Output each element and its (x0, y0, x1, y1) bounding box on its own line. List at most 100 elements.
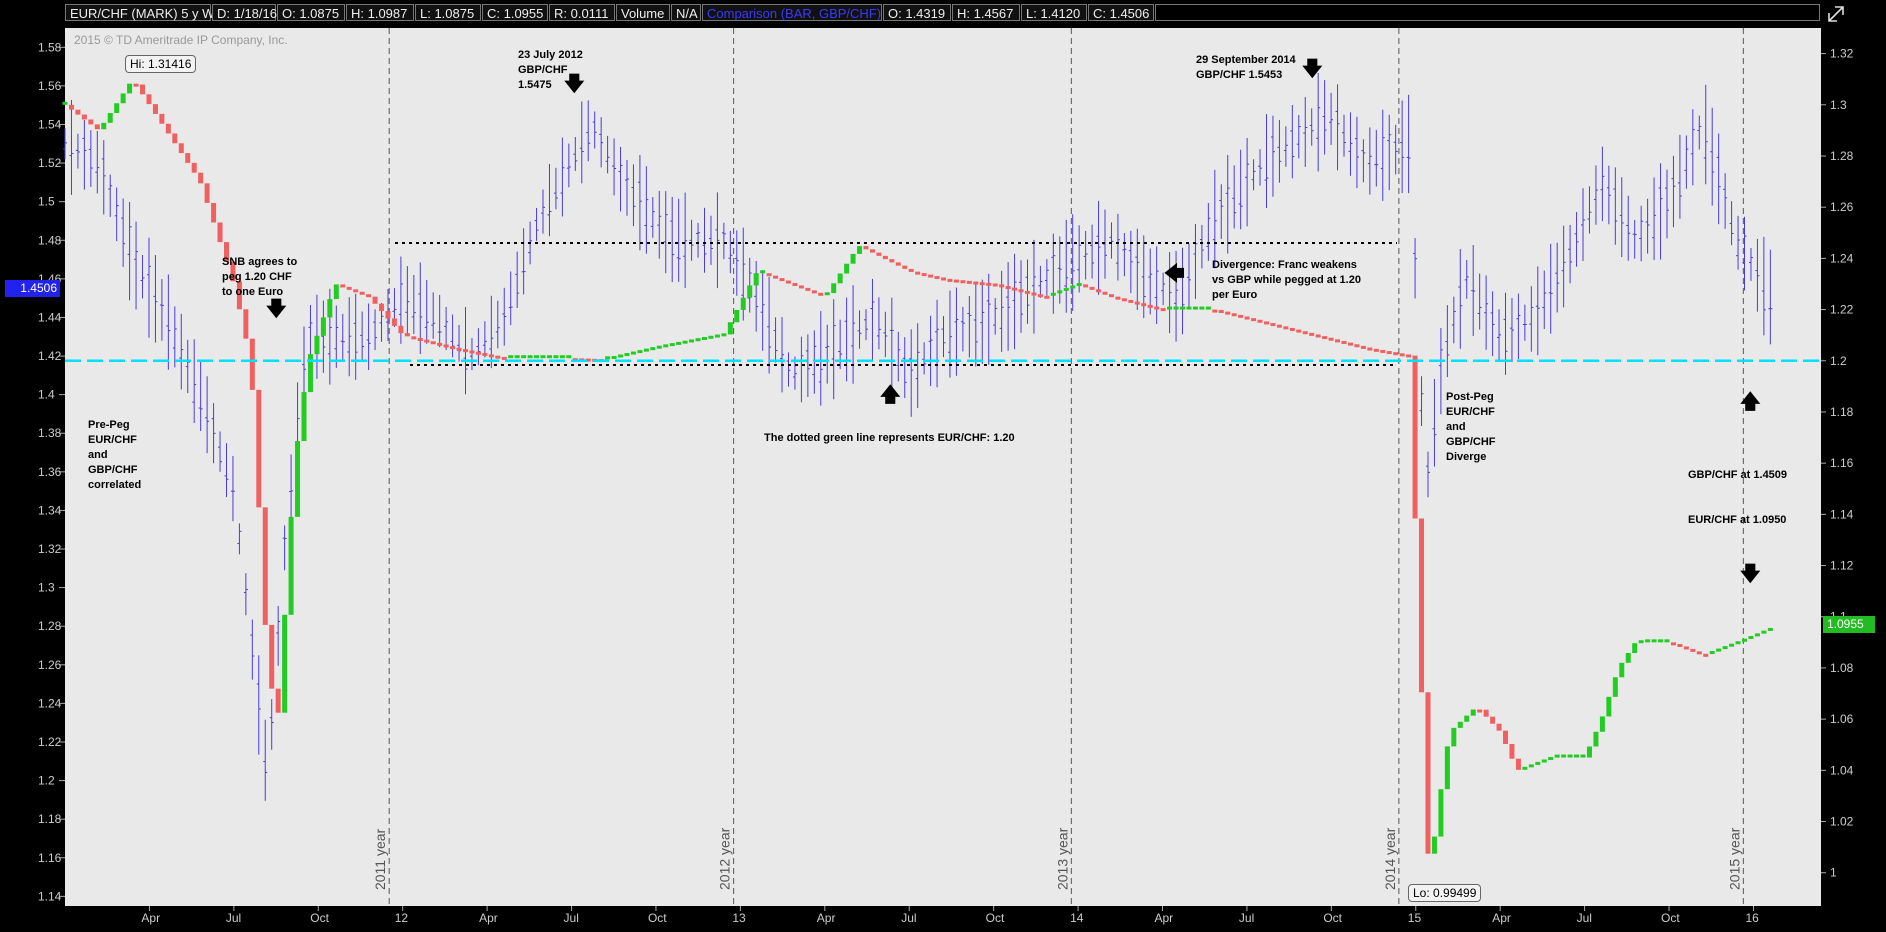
eurchf-candle (1276, 324, 1282, 328)
eurchf-candle (1173, 306, 1179, 310)
eurchf-candle (1024, 290, 1030, 294)
eurchf-candle (1063, 287, 1069, 291)
x-tick-label: Oct (310, 911, 329, 925)
eurchf-candle (669, 343, 675, 347)
year-labels: 2011 year 2012 year 2013 year 2014 year 2015… (372, 827, 1742, 890)
eurchf-candle (1031, 292, 1037, 296)
eurchf-candle (663, 344, 669, 348)
eurchf-candle (1360, 345, 1366, 349)
eurchf-candle (385, 311, 391, 319)
eurchf-candle (1509, 744, 1515, 759)
eurchf-candle (992, 283, 998, 287)
left-axis: 1.581.561.541.521.51.481.461.441.421.41.… (38, 40, 65, 903)
year-label: 2012 year (717, 827, 733, 890)
comparison-label[interactable]: Comparison (BAR, GBP/CHF) (702, 4, 882, 21)
maximize-icon[interactable] (1826, 4, 1846, 24)
eurchf-candle (1057, 290, 1063, 294)
eurchf-candle (1083, 284, 1089, 288)
annotation-post-peg: Post-Peg EUR/CHF and GBP/CHF Diverge (1446, 391, 1496, 463)
x-tick-label: Oct (986, 911, 1005, 925)
eurchf-candle (404, 333, 410, 337)
eurchf-candle (1470, 709, 1476, 716)
eurchf-candle (1050, 292, 1056, 296)
eurchf-candle (1683, 646, 1689, 650)
left-tick-label: 1.16 (38, 851, 62, 865)
eurchf-candle (973, 281, 979, 285)
eurchf-candle (159, 113, 165, 124)
eurchf-candle (540, 355, 546, 359)
eurchf-candle (863, 246, 869, 250)
eurchf-candle (327, 299, 333, 318)
left-tick-label: 1.38 (38, 426, 62, 440)
eurchf-candle (656, 345, 662, 349)
eurchf-candle (1703, 653, 1709, 657)
eurchf-candle (1451, 727, 1457, 747)
eurchf-candle (605, 356, 611, 360)
eurchf-candle (198, 172, 204, 184)
eurchf-candle (1315, 334, 1321, 338)
eurchf-candle (1761, 630, 1767, 634)
eurchf-candle (1147, 304, 1153, 308)
eurchf-candle (133, 83, 139, 87)
x-tick-label: Jul (226, 911, 241, 925)
x-tick-label: Apr (479, 911, 498, 925)
eurchf-candle (895, 262, 901, 266)
arrow-down-icon: 🡇 (1740, 563, 1761, 585)
eurchf-candle (1612, 677, 1618, 697)
eurchf-candle (1438, 789, 1444, 837)
eurchf-candle (1238, 314, 1244, 318)
header-spacer (1155, 4, 1820, 21)
eurchf-candle (1748, 636, 1754, 640)
annotation-snb: SNB agrees to peg 1.20 CHF to one Euro (222, 256, 298, 298)
eurchf-candle (876, 252, 882, 256)
eurchf-candle (798, 285, 804, 289)
right-tick-label: 1.26 (1830, 200, 1854, 214)
eurchf-candle (146, 94, 152, 105)
eurchf-candle (779, 278, 785, 282)
arrow-down-icon: 🡇 (564, 73, 585, 95)
eurchf-candle (1729, 643, 1735, 647)
eurchf-candle (243, 309, 249, 339)
eurchf-candle (785, 280, 791, 284)
right-tick-label: 1 (1830, 866, 1837, 880)
eurchf-candle (398, 325, 404, 334)
eurchf-candle (152, 104, 158, 114)
left-tick-label: 1.44 (38, 310, 62, 324)
eurchf-candle (1431, 836, 1437, 854)
symbol-label[interactable]: EUR/CHF (MARK) 5 y W (65, 4, 214, 21)
eurchf-candle (1012, 287, 1018, 291)
eurchf-candle (1606, 696, 1612, 717)
x-tick-label: 16 (1745, 911, 1759, 925)
eurchf-candle (372, 296, 378, 304)
eurchf-candle (585, 358, 591, 362)
eurchf-candle (1037, 294, 1043, 298)
left-tick-label: 1.58 (38, 40, 62, 54)
dotted-lines (395, 242, 1397, 366)
eurchf-candle (475, 351, 481, 355)
eurchf-candle (546, 355, 552, 359)
eurchf-candle (1212, 309, 1218, 313)
annotation-sept2014: 29 September 2014 GBP/CHF 1.5453 (1196, 54, 1296, 81)
right-tick-label: 1.24 (1830, 251, 1854, 265)
comp-open-readout: O: 1.4319 (883, 4, 951, 21)
eurchf-candle (1503, 730, 1509, 745)
eurchf-candle (559, 355, 565, 359)
eurchf-candle (1664, 639, 1670, 643)
eurchf-candle (94, 124, 100, 130)
eurchf-candle (456, 347, 462, 351)
left-tick-label: 1.36 (38, 465, 62, 479)
eurchf-candle (1302, 331, 1308, 335)
eurchf-candle (1619, 662, 1625, 678)
eurchf-candle (1251, 318, 1257, 322)
annotation-july2012: 23 July 2012 GBP/CHF 1.5475 (518, 49, 583, 91)
eurchf-candle (1134, 301, 1140, 305)
eurchf-candle (566, 355, 572, 359)
eurchf-candle (366, 294, 372, 298)
eurchf-candle (204, 183, 210, 203)
eurchf-candle (1580, 754, 1586, 758)
eurchf-candle (1283, 326, 1289, 330)
eurchf-candle (1328, 337, 1334, 341)
eurchf-candle (1709, 651, 1715, 655)
right-tick-label: 1.04 (1830, 763, 1854, 777)
